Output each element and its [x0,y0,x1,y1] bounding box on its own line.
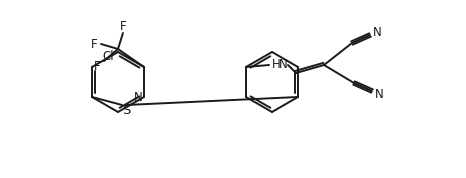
Text: N: N [375,88,384,101]
Text: N: N [134,90,142,103]
Text: S: S [122,103,130,116]
Text: N: N [373,25,381,38]
Text: H: H [272,57,281,70]
Text: Cl: Cl [102,51,114,64]
Text: F: F [94,59,100,72]
Text: N: N [279,57,288,70]
Text: F: F [120,20,126,33]
Text: F: F [91,38,97,51]
